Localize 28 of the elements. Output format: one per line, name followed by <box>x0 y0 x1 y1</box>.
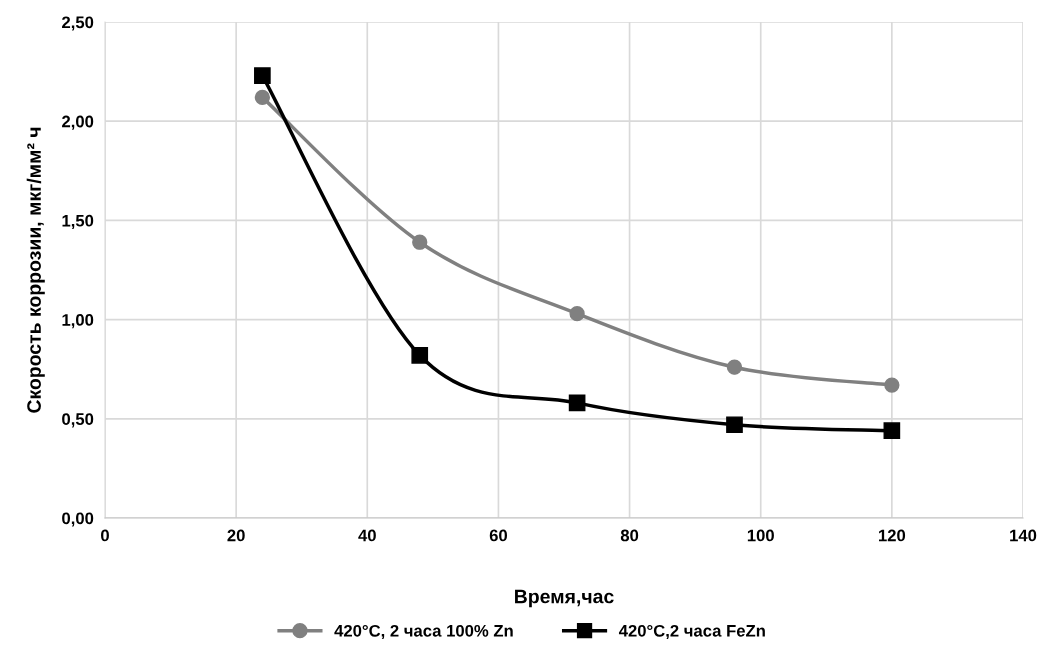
y-tick-label: 2,00 <box>62 115 94 130</box>
y-tick-label: 1,00 <box>62 314 94 329</box>
point <box>569 306 585 322</box>
point <box>568 394 586 412</box>
y-axis-title: Скорость коррозии, мкг/мм² ч <box>26 127 45 413</box>
y-tick-label: 0,00 <box>62 512 94 527</box>
point <box>412 234 428 250</box>
x-tick-label: 0 <box>101 529 109 542</box>
y-tick-label: 0,50 <box>62 413 94 428</box>
y-tick-label: 2,50 <box>62 16 94 31</box>
x-tick-label: 80 <box>620 529 639 542</box>
point <box>883 422 901 440</box>
x-tick-label: 60 <box>489 529 508 542</box>
x-axis-title: Время,час <box>515 589 614 608</box>
point <box>254 89 271 106</box>
point <box>726 359 743 375</box>
y-tick-label: 1,50 <box>62 214 94 230</box>
x-tick-label: 40 <box>358 529 376 542</box>
x-tick-label: 100 <box>747 529 774 542</box>
point <box>254 67 271 84</box>
legend-label: 420°C,2 часа FeZn <box>618 624 765 640</box>
point <box>726 416 743 434</box>
point <box>884 377 900 393</box>
legend-label: 420°C, 2 часа 100% Zn <box>334 624 513 640</box>
x-tick-label: 120 <box>879 529 906 542</box>
point <box>411 346 429 364</box>
x-tick-label: 140 <box>1010 529 1037 542</box>
x-tick-label: 20 <box>227 529 245 542</box>
